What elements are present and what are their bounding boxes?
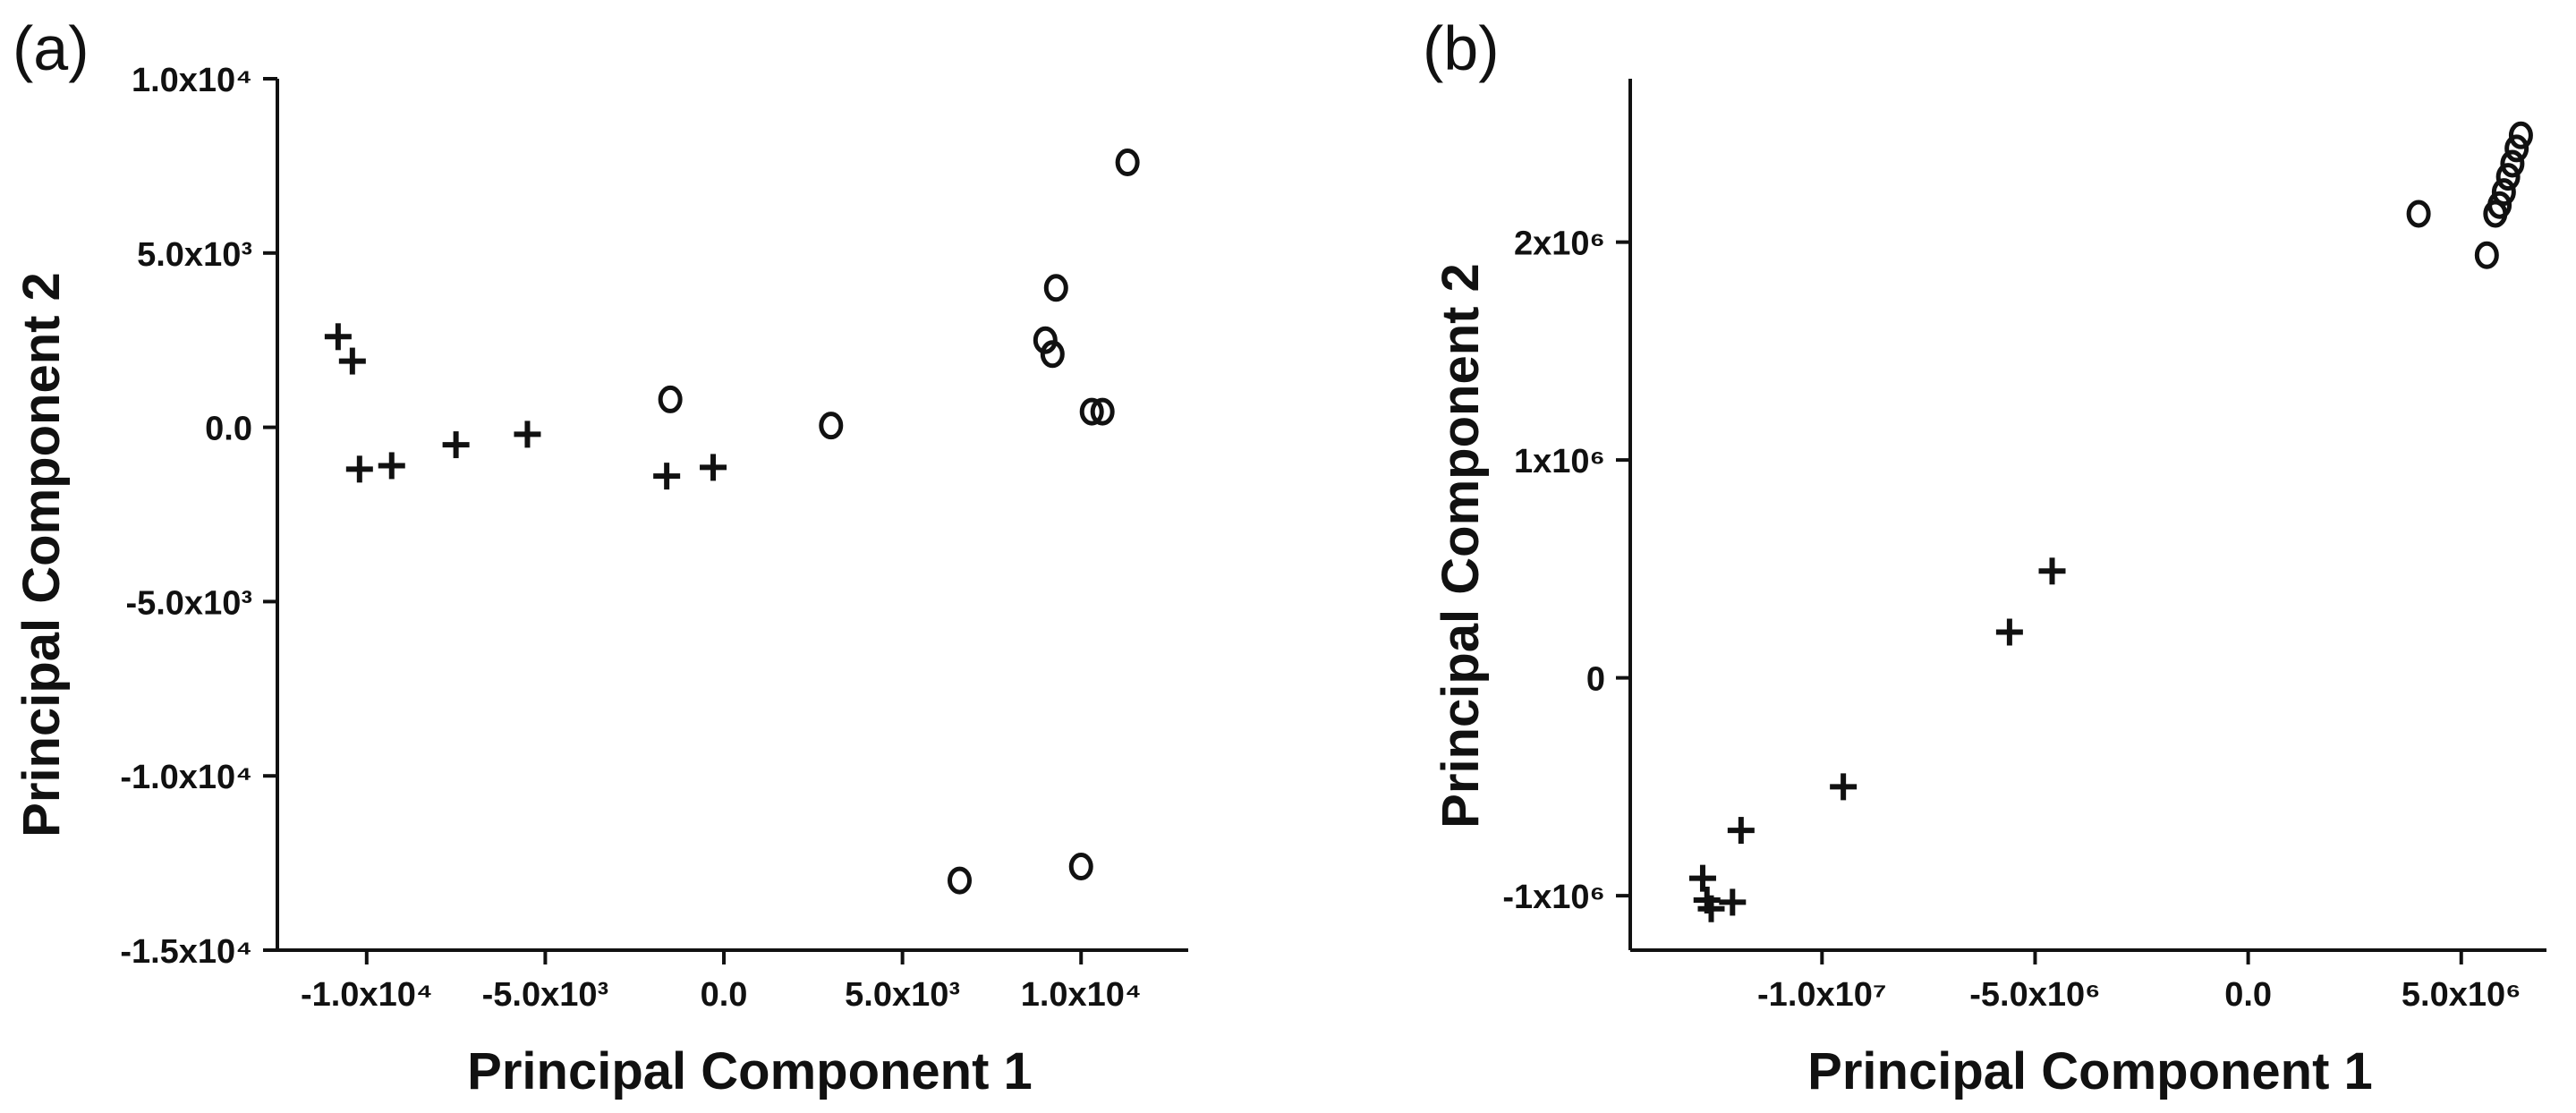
panel-a-plus-point — [324, 323, 352, 351]
panel-a-plus-point — [700, 454, 727, 481]
panel-a-y-tick-label: 1.0x10⁴ — [132, 62, 252, 99]
panel-a-y-tick-label: 0.0 — [205, 411, 252, 448]
panel-a-circle-point — [1115, 149, 1140, 177]
panel-b-x-tick-label: 0.0 — [2224, 976, 2272, 1014]
panel-b-plus-point — [2038, 557, 2066, 585]
panel-a-x-tick-label: 1.0x10⁴ — [1021, 976, 1142, 1014]
panel-a-plus-point — [653, 463, 681, 490]
panel-b-circle-point — [2487, 191, 2512, 219]
panel-b-plus-point — [1727, 817, 1755, 845]
panel-b: (b) Principal Component 1 Principal Comp… — [1423, 13, 2546, 1100]
panel-a-y-tick-label: -1.0x10⁴ — [120, 759, 252, 796]
panel-a-circle-point — [819, 412, 844, 440]
panel-b-plus-point — [1995, 618, 2023, 646]
panel-a-circle-point — [1043, 274, 1068, 302]
panel-a-x-tick-label: -1.0x10⁴ — [301, 976, 433, 1014]
panel-b-plus-point — [1719, 888, 1747, 916]
panel-b-circle-point — [2495, 163, 2521, 191]
panel-a-x-tick-label: 5.0x10³ — [845, 976, 960, 1014]
panel-a-y-tick-label: 5.0x10³ — [137, 236, 252, 274]
panel-a-plus-point — [345, 455, 373, 483]
panel-b-x-axis-title: Principal Component 1 — [1807, 1042, 2373, 1100]
panel-a-circle-point — [1033, 326, 1058, 354]
panel-a-y-axis-title: Principal Component 2 — [13, 272, 71, 837]
panel-b-y-tick-label: -1x10⁶ — [1502, 879, 1605, 916]
panel-a-circle-point — [1068, 852, 1093, 880]
panel-b-plus-point — [1830, 773, 1858, 801]
panel-a-plus-point — [338, 347, 366, 375]
panel-b-circle-point — [2491, 178, 2516, 207]
panel-a-circle-point — [658, 385, 683, 413]
panel-a-x-axis-title: Principal Component 1 — [467, 1042, 1033, 1100]
panel-b-circle-point — [2474, 241, 2499, 269]
panel-a-y-tick-label: -5.0x10³ — [125, 584, 252, 622]
panel-a: (a) Principal Component 1 Principal Comp… — [13, 13, 1188, 1100]
panel-b-circle-point — [2406, 200, 2431, 228]
panel-a-circle-point — [1079, 397, 1104, 426]
panel-b-label: (b) — [1423, 13, 1500, 83]
panel-b-x-tick-label: 5.0x10⁶ — [2402, 976, 2521, 1014]
panel-b-plus-point — [1688, 864, 1716, 892]
panel-a-x-tick-label: -5.0x10³ — [482, 976, 609, 1014]
panel-b-y-axis-title: Principal Component 2 — [1432, 263, 1490, 828]
panel-b-x-tick-label: -5.0x10⁶ — [1969, 976, 2100, 1014]
panel-b-y-tick-label: 2x10⁶ — [1514, 225, 1605, 263]
panel-b-circle-point — [2508, 121, 2533, 149]
panel-b-plus-point — [1697, 895, 1725, 922]
panel-a-x-tick-label: 0.0 — [701, 976, 748, 1014]
panel-b-y-tick-label: 0 — [1586, 661, 1605, 699]
panel-a-label: (a) — [13, 13, 89, 83]
panel-b-circle-point — [2500, 149, 2525, 178]
panel-a-y-tick-label: -1.5x10⁴ — [120, 933, 252, 971]
panel-a-circle-point — [1090, 397, 1115, 426]
panel-b-circle-point — [2504, 134, 2529, 163]
panel-b-x-tick-label: -1.0x10⁷ — [1757, 976, 1887, 1014]
panel-a-plus-point — [514, 421, 541, 448]
panel-a-plus-point — [442, 431, 470, 459]
panel-a-circle-point — [1040, 340, 1065, 369]
panel-b-y-tick-label: 1x10⁶ — [1514, 443, 1605, 480]
panel-a-circle-point — [948, 866, 973, 895]
panel-a-plus-point — [378, 452, 405, 480]
